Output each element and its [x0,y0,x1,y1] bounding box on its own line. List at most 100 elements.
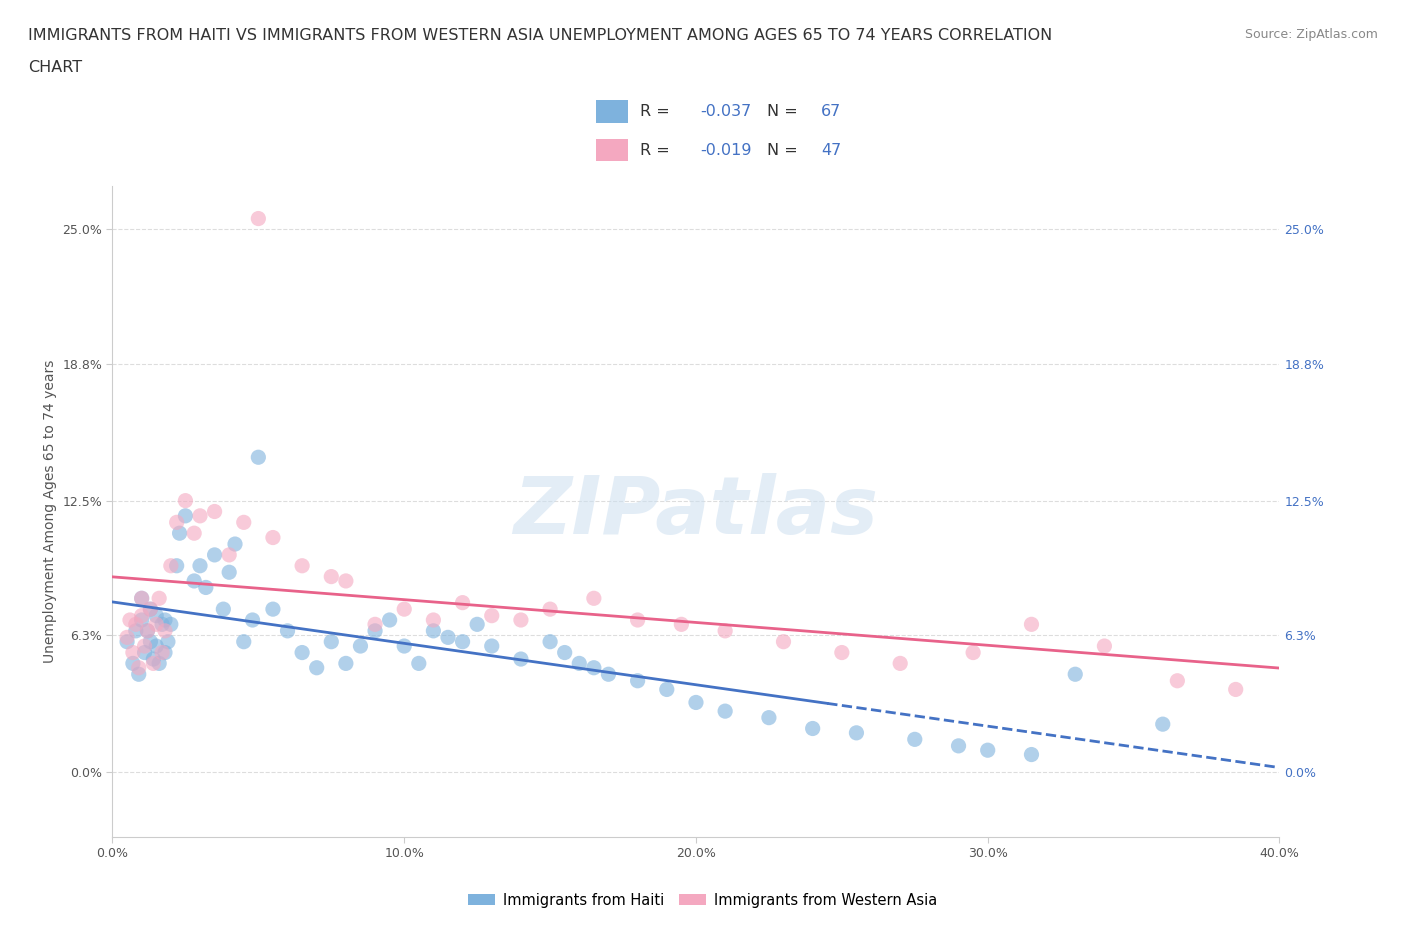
Point [247,211,270,226]
Point [188,558,211,573]
Point [1166,673,1188,688]
Point [291,645,314,660]
Point [422,613,444,628]
Point [115,630,138,644]
Point [136,623,159,638]
Point [242,613,264,628]
Text: CHART: CHART [28,60,82,75]
Point [148,656,170,671]
Point [166,515,188,530]
Point [714,704,737,719]
Point [568,656,591,671]
Text: N =: N = [768,143,803,158]
Point [305,660,328,675]
Point [139,602,162,617]
Point [364,623,387,638]
Point [232,515,254,530]
Point [125,617,148,631]
Point [142,652,165,667]
Point [166,558,188,573]
Point [150,645,173,660]
Point [262,602,284,617]
Point [131,591,153,605]
Point [134,639,156,654]
Point [153,645,176,660]
Point [392,639,416,654]
Point [451,634,474,649]
Point [150,617,173,631]
Point [831,645,853,660]
Point [364,617,387,631]
Point [118,613,141,628]
Point [128,667,150,682]
Point [291,558,314,573]
Point [153,613,176,628]
Point [465,617,488,631]
Point [218,565,240,579]
Legend: Immigrants from Haiti, Immigrants from Western Asia: Immigrants from Haiti, Immigrants from W… [463,886,943,913]
Text: IMMIGRANTS FROM HAITI VS IMMIGRANTS FROM WESTERN ASIA UNEMPLOYMENT AMONG AGES 65: IMMIGRANTS FROM HAITI VS IMMIGRANTS FROM… [28,28,1052,43]
Text: Source: ZipAtlas.com: Source: ZipAtlas.com [1244,28,1378,41]
Text: 47: 47 [821,143,841,158]
Point [194,580,217,595]
Point [1021,747,1043,762]
Point [139,634,162,649]
Text: ZIPatlas: ZIPatlas [513,472,879,551]
Point [437,630,460,644]
Text: 67: 67 [821,104,841,119]
Point [188,509,211,524]
Point [582,660,605,675]
Point [276,623,298,638]
Point [714,623,737,638]
Point [335,656,357,671]
Point [538,634,561,649]
Text: -0.019: -0.019 [700,143,752,158]
Point [122,645,145,660]
Point [174,493,197,508]
Point [232,634,254,649]
Point [845,725,868,740]
Point [1152,717,1174,732]
Point [247,450,270,465]
Point [153,623,176,638]
Point [378,613,401,628]
Y-axis label: Unemployment Among Ages 65 to 74 years: Unemployment Among Ages 65 to 74 years [42,360,56,663]
Point [582,591,605,605]
Point [169,525,191,540]
Point [131,613,153,628]
Point [125,623,148,638]
Point [509,652,531,667]
Point [183,574,205,589]
FancyBboxPatch shape [596,140,627,162]
Point [321,634,343,649]
Point [122,656,145,671]
Point [115,634,138,649]
Text: R =: R = [641,143,675,158]
Point [1021,617,1043,631]
Point [156,634,179,649]
Point [131,591,153,605]
Point [655,682,678,697]
Point [626,673,648,688]
Point [1225,682,1247,697]
Point [481,639,503,654]
Point [408,656,430,671]
Point [131,608,153,623]
Point [174,509,197,524]
Text: N =: N = [768,104,803,119]
Point [204,548,226,563]
Point [671,617,693,631]
Point [145,639,167,654]
Point [212,602,235,617]
FancyBboxPatch shape [596,100,627,123]
Point [136,623,159,638]
Point [481,608,503,623]
Point [218,548,240,563]
Point [801,721,824,736]
Point [598,667,620,682]
Point [948,738,970,753]
Point [889,656,911,671]
Point [962,645,984,660]
Point [145,617,167,631]
Point [139,602,162,617]
